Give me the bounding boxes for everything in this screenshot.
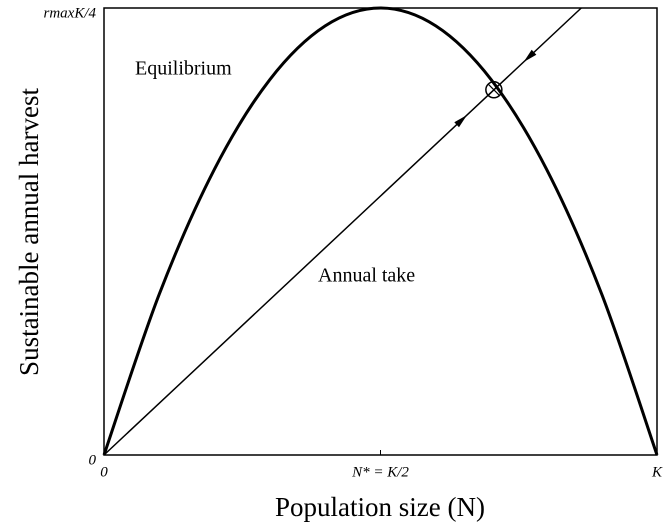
arrowhead [454, 114, 468, 128]
x-tick-label: K [651, 464, 663, 480]
x-tick-label: N* = K/2 [351, 464, 409, 480]
equilibrium-point [485, 81, 503, 99]
x-axis-title: Population size (N) [275, 492, 485, 522]
series-line [103, 7, 582, 456]
series-label: Equilibrium [135, 58, 232, 80]
series-line [102, 6, 659, 456]
y-axis-title: Sustainable annual harvest [14, 88, 44, 376]
y-tick-label: rmaxK/4 [44, 5, 97, 21]
series-label: Annual take [318, 265, 415, 287]
x-tick-label: 0 [100, 464, 108, 480]
y-tick-label: 0 [89, 452, 97, 468]
arrowhead [523, 49, 537, 62]
equilibrium-cross [487, 83, 500, 96]
